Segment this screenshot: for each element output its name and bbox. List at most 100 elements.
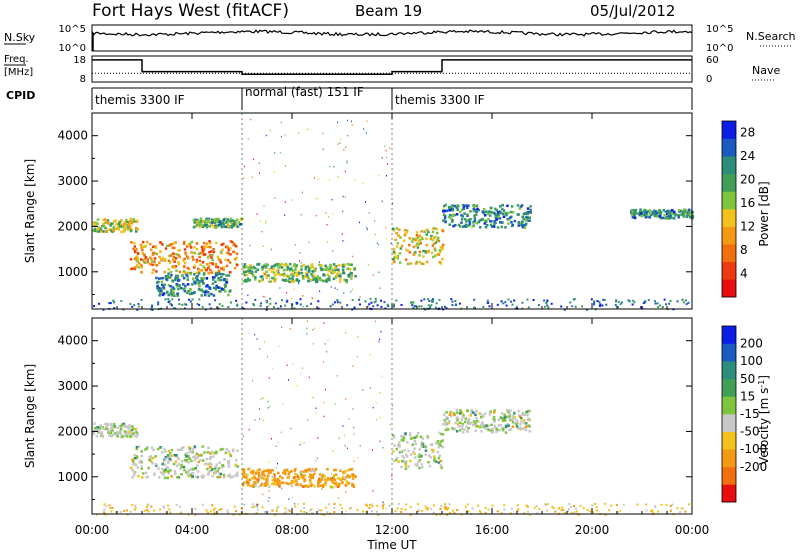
echo-cell bbox=[225, 281, 229, 284]
noise-cell bbox=[284, 507, 287, 510]
echo-cell bbox=[185, 245, 189, 248]
echo-cell bbox=[638, 213, 642, 217]
echo-cell bbox=[137, 266, 140, 269]
echo-cell bbox=[331, 481, 335, 484]
echo-cell bbox=[501, 427, 504, 431]
noise-cell bbox=[350, 270, 351, 273]
x-tick-label: 16:00 bbox=[475, 523, 510, 537]
noise-cell bbox=[592, 511, 595, 514]
noise-cell bbox=[271, 476, 273, 478]
echo-cell bbox=[116, 426, 120, 430]
echo-cell bbox=[321, 473, 325, 477]
echo-cell bbox=[475, 419, 479, 423]
power-y-label: Slant Range [km] bbox=[23, 159, 37, 263]
echo-cell bbox=[525, 410, 528, 414]
echo-cell bbox=[170, 454, 174, 458]
echo-cell bbox=[231, 448, 235, 451]
echo-cell bbox=[642, 214, 645, 217]
echo-cell bbox=[262, 264, 266, 268]
noise-cell bbox=[460, 513, 463, 516]
echo-cell bbox=[453, 413, 456, 417]
echo-cell bbox=[351, 474, 354, 477]
noise-cell bbox=[272, 306, 275, 309]
echo-cell bbox=[415, 434, 419, 438]
echo-cell bbox=[203, 293, 207, 297]
echo-cell bbox=[687, 214, 690, 217]
echo-cell bbox=[205, 217, 208, 221]
echo-cell bbox=[644, 213, 648, 217]
echo-cell bbox=[424, 250, 427, 253]
echo-cell bbox=[427, 250, 430, 253]
echo-cell bbox=[179, 286, 183, 290]
noise-cell bbox=[425, 507, 428, 510]
noise-cell bbox=[319, 261, 320, 263]
echo-cell bbox=[424, 453, 427, 456]
echo-cell bbox=[133, 454, 136, 457]
echo-cell bbox=[516, 204, 520, 207]
noise-cell bbox=[595, 509, 598, 512]
echo-cell bbox=[169, 270, 173, 274]
noise-cell bbox=[172, 307, 175, 310]
noise-cell bbox=[279, 305, 282, 308]
echo-cell bbox=[680, 209, 683, 213]
echo-cell bbox=[287, 482, 290, 486]
echo-cell bbox=[395, 458, 398, 462]
echo-cell bbox=[435, 441, 438, 445]
noise-cell bbox=[134, 507, 137, 510]
echo-cell bbox=[246, 269, 250, 273]
noise-cell bbox=[147, 510, 150, 513]
echo-cell bbox=[221, 463, 224, 467]
noise-cell bbox=[126, 513, 129, 516]
noise-cell bbox=[287, 509, 290, 511]
echo-cell bbox=[229, 219, 232, 223]
echo-cell bbox=[225, 274, 228, 277]
echo-cell bbox=[263, 477, 266, 481]
noise-cell bbox=[298, 132, 299, 134]
noise-cell bbox=[289, 328, 291, 330]
echo-cell bbox=[163, 283, 166, 287]
echo-cell bbox=[183, 257, 186, 261]
echo-cell bbox=[209, 268, 212, 272]
echo-cell bbox=[224, 258, 227, 261]
echo-cell bbox=[165, 277, 168, 281]
noise-cell bbox=[359, 296, 361, 298]
noise-cell bbox=[385, 227, 387, 229]
echo-cell bbox=[140, 454, 144, 458]
echo-cell bbox=[192, 280, 196, 283]
echo-cell bbox=[93, 422, 96, 425]
echo-cell bbox=[418, 459, 421, 462]
echo-cell bbox=[460, 218, 464, 221]
echo-cell bbox=[321, 267, 324, 271]
noise-cell bbox=[157, 303, 160, 306]
noise-cell bbox=[322, 148, 324, 151]
echo-cell bbox=[217, 258, 221, 261]
echo-cell bbox=[343, 471, 347, 474]
noise-cell bbox=[684, 510, 687, 513]
echo-cell bbox=[459, 409, 462, 412]
noise-cell bbox=[315, 412, 317, 414]
echo-cell bbox=[148, 263, 152, 266]
echo-cell bbox=[319, 266, 323, 270]
noise-cell bbox=[227, 306, 230, 308]
noise-cell bbox=[270, 248, 272, 251]
echo-cell bbox=[314, 267, 317, 271]
echo-cell bbox=[414, 238, 417, 242]
noise-cell bbox=[329, 165, 331, 168]
noise-cell bbox=[386, 156, 388, 159]
echo-cell bbox=[210, 292, 213, 296]
noise-cell bbox=[264, 273, 266, 275]
echo-cell bbox=[441, 257, 444, 261]
noise-cell bbox=[265, 220, 267, 222]
echo-cell bbox=[286, 275, 289, 278]
echo-cell bbox=[511, 415, 515, 419]
echo-cell bbox=[224, 221, 228, 224]
echo-cell bbox=[425, 243, 429, 247]
velocity-echoes bbox=[92, 320, 690, 516]
noise-cell bbox=[386, 175, 387, 177]
noise-cell bbox=[254, 419, 256, 421]
noise-cell bbox=[574, 305, 577, 308]
echo-cell bbox=[345, 476, 348, 479]
echo-cell bbox=[444, 428, 448, 432]
echo-cell bbox=[192, 258, 195, 261]
noise-cell bbox=[379, 287, 381, 289]
